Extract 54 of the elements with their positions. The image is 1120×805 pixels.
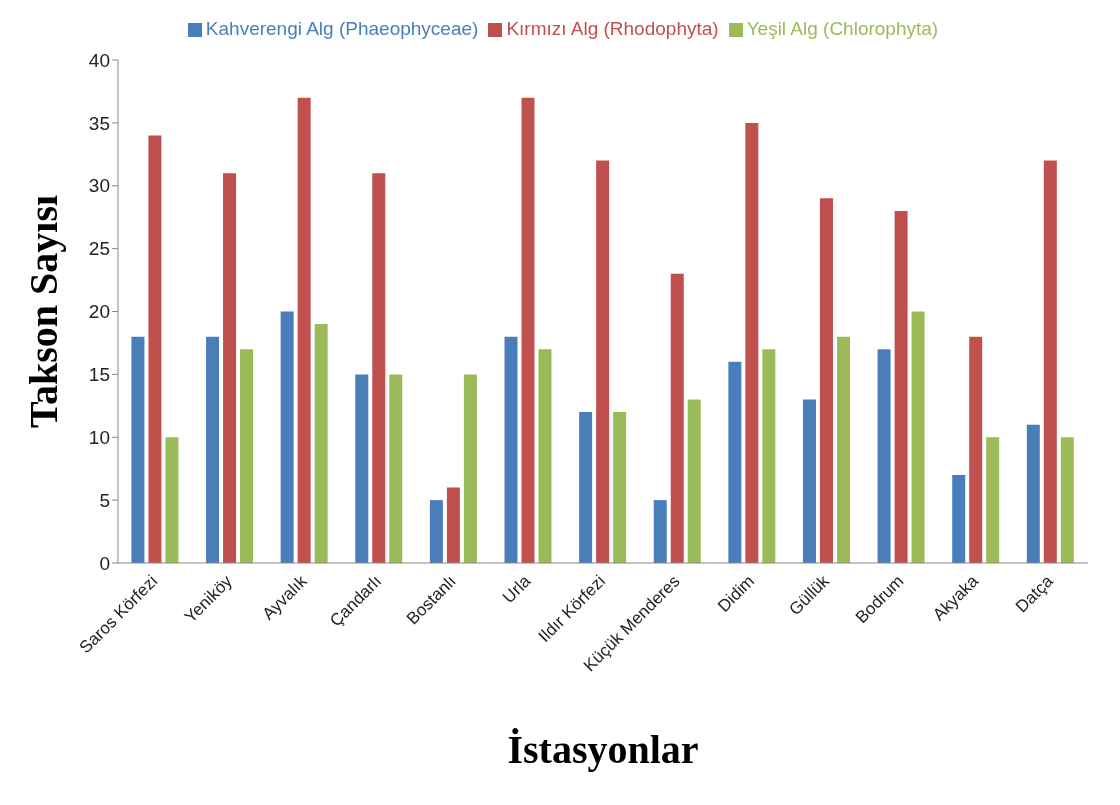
bar <box>463 374 477 563</box>
bar <box>596 160 610 563</box>
y-tick-label: 20 <box>88 301 110 323</box>
bar <box>372 173 386 563</box>
bar <box>877 349 891 563</box>
legend-label: Kahverengi Alg (Phaeophyceae) <box>205 18 479 39</box>
bar <box>429 500 443 563</box>
bar <box>389 374 403 563</box>
bar <box>986 437 1000 563</box>
x-axis-title: İstasyonlar <box>507 727 699 772</box>
bar <box>504 336 518 563</box>
bar <box>819 198 833 563</box>
bar <box>1026 424 1040 563</box>
x-tick-label: Urla <box>498 571 535 608</box>
y-tick-label: 10 <box>88 426 110 448</box>
bar <box>297 97 311 563</box>
bar <box>894 210 908 563</box>
bar <box>314 324 328 563</box>
y-tick-label: 15 <box>88 364 110 386</box>
bar <box>653 500 667 563</box>
bar <box>762 349 776 563</box>
bar <box>952 474 966 563</box>
bar <box>1043 160 1057 563</box>
legend-label: Kırmızı Alg (Rhodophyta) <box>506 18 719 39</box>
y-tick-label: 40 <box>88 49 110 71</box>
y-tick-label: 30 <box>88 175 110 197</box>
bar <box>728 361 742 563</box>
bar <box>969 336 983 563</box>
y-axis-title: Takson Sayısı <box>21 194 67 429</box>
bar <box>148 135 162 563</box>
bar <box>802 399 816 563</box>
bar <box>1060 437 1074 563</box>
bar <box>131 336 145 563</box>
bar <box>280 311 294 563</box>
bar <box>446 487 460 563</box>
bar <box>687 399 701 563</box>
bar <box>911 311 925 563</box>
y-tick-label: 0 <box>99 552 110 574</box>
y-tick-label: 35 <box>88 112 110 134</box>
bar <box>613 412 627 563</box>
bar <box>521 97 535 563</box>
y-tick-label: 25 <box>88 238 110 260</box>
legend-label: Yeşil Alg (Chlorophyta) <box>746 18 939 39</box>
bar <box>579 412 593 563</box>
bar <box>355 374 369 563</box>
y-tick-label: 5 <box>99 489 110 511</box>
bar <box>670 273 684 563</box>
bar <box>745 122 759 563</box>
bar <box>223 173 237 563</box>
bar <box>165 437 179 563</box>
bar <box>538 349 552 563</box>
bar <box>206 336 220 563</box>
bar <box>836 336 850 563</box>
bar <box>240 349 254 563</box>
